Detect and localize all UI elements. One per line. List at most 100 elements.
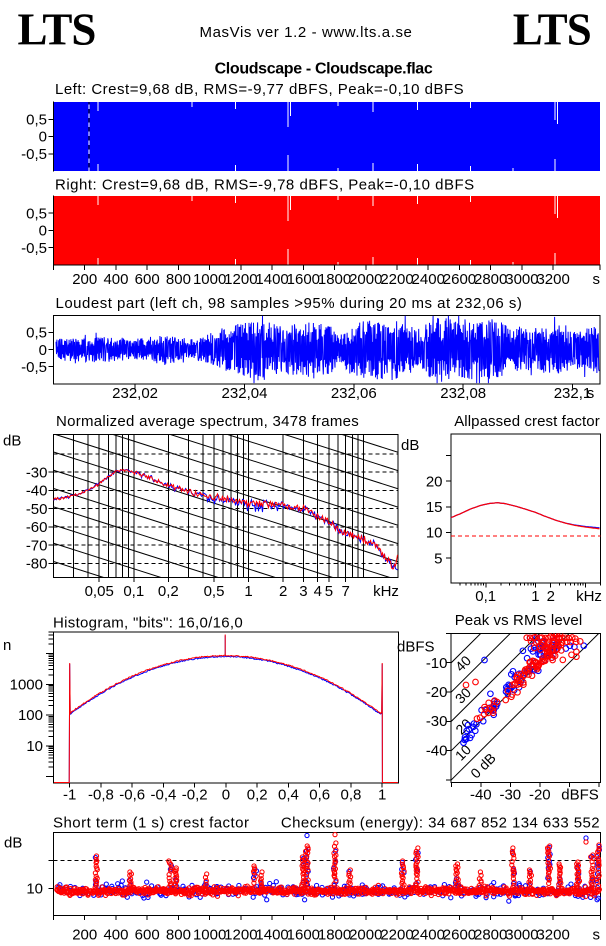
svg-text:-30: -30 — [26, 464, 48, 481]
svg-text:232,04: 232,04 — [222, 385, 268, 402]
svg-text:Peak vs RMS level: Peak vs RMS level — [455, 612, 583, 629]
svg-text:2400: 2400 — [412, 271, 445, 288]
svg-text:-60: -60 — [26, 519, 48, 536]
svg-text:1800: 1800 — [318, 927, 351, 944]
svg-text:3000: 3000 — [505, 927, 538, 944]
svg-text:0,5: 0,5 — [26, 205, 47, 222]
svg-text:2: 2 — [279, 583, 287, 600]
svg-text:-10: -10 — [426, 655, 448, 672]
svg-text:232,02: 232,02 — [112, 385, 158, 402]
svg-text:-40: -40 — [426, 742, 448, 759]
svg-text:200: 200 — [72, 271, 97, 288]
svg-text:600: 600 — [135, 927, 160, 944]
svg-text:0: 0 — [39, 223, 47, 240]
svg-text:1800: 1800 — [318, 271, 351, 288]
svg-text:1400: 1400 — [255, 927, 288, 944]
svg-text:3000: 3000 — [505, 271, 538, 288]
svg-text:1: 1 — [531, 588, 539, 605]
svg-text:5: 5 — [434, 550, 442, 567]
svg-text:1: 1 — [244, 583, 252, 600]
svg-text:Allpassed crest factor: Allpassed crest factor — [454, 413, 600, 430]
svg-text:-0,4: -0,4 — [151, 787, 177, 804]
svg-text:232,06: 232,06 — [331, 385, 377, 402]
svg-text:-30: -30 — [426, 713, 448, 730]
svg-text:1: 1 — [378, 787, 386, 804]
svg-text:10: 10 — [26, 738, 43, 755]
svg-text:2000: 2000 — [349, 927, 382, 944]
svg-text:kHz: kHz — [576, 588, 602, 605]
svg-text:0,5: 0,5 — [26, 111, 47, 128]
svg-text:dBFS: dBFS — [397, 639, 435, 656]
svg-text:2000: 2000 — [349, 271, 382, 288]
svg-text:0,5: 0,5 — [26, 325, 47, 342]
svg-text:0: 0 — [222, 787, 230, 804]
svg-text:100: 100 — [18, 707, 43, 724]
svg-text:dB: dB — [3, 433, 21, 450]
svg-text:1200: 1200 — [224, 927, 257, 944]
svg-text:-0,5: -0,5 — [21, 359, 47, 376]
svg-text:kHz: kHz — [373, 583, 399, 600]
svg-text:232,1: 232,1 — [554, 385, 592, 402]
svg-text:-40: -40 — [470, 787, 492, 804]
svg-text:0,8: 0,8 — [341, 787, 362, 804]
svg-text:800: 800 — [166, 927, 191, 944]
svg-text:0: 0 — [39, 342, 47, 359]
svg-text:200: 200 — [72, 927, 97, 944]
svg-text:-0,6: -0,6 — [119, 787, 145, 804]
svg-text:Histogram, "bits": 16,0/16,0: Histogram, "bits": 16,0/16,0 — [53, 615, 243, 632]
svg-text:-0,8: -0,8 — [88, 787, 114, 804]
svg-text:Right: Crest=9,68 dB, RMS=-9,7: Right: Crest=9,68 dB, RMS=-9,78 dBFS, Pe… — [55, 177, 475, 194]
svg-text:1000: 1000 — [10, 676, 43, 693]
svg-text:2200: 2200 — [380, 271, 413, 288]
svg-text:5: 5 — [325, 583, 333, 600]
svg-text:s: s — [587, 385, 595, 402]
svg-text:-0,5: -0,5 — [21, 240, 47, 257]
svg-text:Left: Crest=9,68 dB, RMS=-9,77: Left: Crest=9,68 dB, RMS=-9,77 dBFS, Pea… — [55, 81, 464, 98]
svg-text:1600: 1600 — [287, 271, 320, 288]
svg-text:-50: -50 — [26, 501, 48, 518]
svg-text:-20: -20 — [529, 787, 551, 804]
svg-text:4: 4 — [314, 583, 322, 600]
svg-text:0,1: 0,1 — [123, 583, 144, 600]
svg-text:dB: dB — [4, 835, 22, 852]
svg-text:800: 800 — [166, 271, 191, 288]
svg-text:10: 10 — [26, 881, 43, 898]
svg-text:MasVis ver 1.2 - www.lts.a.se: MasVis ver 1.2 - www.lts.a.se — [199, 24, 412, 41]
svg-text:Checksum (energy): 34 687 852: Checksum (energy): 34 687 852 134 633 55… — [281, 815, 600, 832]
svg-text:3200: 3200 — [536, 271, 569, 288]
svg-text:1600: 1600 — [287, 927, 320, 944]
svg-text:-30: -30 — [499, 787, 521, 804]
svg-text:-1: -1 — [63, 787, 76, 804]
svg-text:-40: -40 — [26, 483, 48, 500]
svg-text:s: s — [593, 271, 601, 288]
svg-text:2200: 2200 — [380, 927, 413, 944]
svg-text:0: 0 — [39, 129, 47, 146]
svg-text:LTS: LTS — [18, 5, 96, 55]
svg-text:7: 7 — [341, 583, 349, 600]
svg-text:10: 10 — [426, 525, 443, 542]
svg-text:400: 400 — [103, 927, 128, 944]
svg-text:0,2: 0,2 — [158, 583, 179, 600]
svg-text:-0,2: -0,2 — [182, 787, 208, 804]
svg-text:2600: 2600 — [443, 927, 476, 944]
svg-text:0,4: 0,4 — [278, 787, 299, 804]
svg-text:-80: -80 — [26, 556, 48, 573]
svg-text:0,5: 0,5 — [204, 583, 225, 600]
svg-text:3200: 3200 — [536, 927, 569, 944]
svg-text:Loudest part (left ch, 98 sam: Loudest part (left ch, 98 samples >95% d… — [56, 295, 523, 312]
svg-text:1400: 1400 — [255, 271, 288, 288]
svg-text:15: 15 — [426, 499, 443, 516]
svg-text:-0,5: -0,5 — [21, 146, 47, 163]
svg-text:Normalized average spectrum, 3: Normalized average spectrum, 3478 frames — [56, 413, 359, 430]
svg-text:2: 2 — [547, 588, 555, 605]
svg-text:Short term (1 s) crest factor: Short term (1 s) crest factor — [53, 815, 249, 832]
svg-text:-20: -20 — [426, 684, 448, 701]
svg-text:600: 600 — [135, 271, 160, 288]
svg-text:1000: 1000 — [193, 927, 226, 944]
svg-text:2800: 2800 — [474, 271, 507, 288]
svg-text:0,6: 0,6 — [309, 787, 330, 804]
svg-text:1000: 1000 — [193, 271, 226, 288]
svg-text:s: s — [593, 927, 601, 944]
svg-text:Cloudscape - Cloudscape.flac: Cloudscape - Cloudscape.flac — [215, 61, 433, 78]
svg-text:dBFS: dBFS — [561, 787, 599, 804]
